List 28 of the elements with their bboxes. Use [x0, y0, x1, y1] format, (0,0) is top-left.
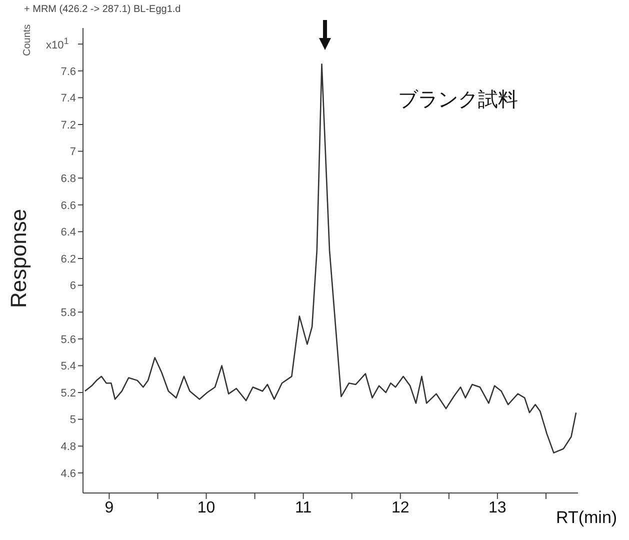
y-tick-label: 6.8 — [60, 172, 76, 185]
y-tick-label: 4.6 — [60, 468, 76, 480]
y-tick-label: 6.6 — [60, 200, 76, 212]
text: Counts — [22, 24, 33, 56]
y-tick-label: 7.2 — [60, 119, 76, 132]
chart-title: + MRM (426.2 -> 287.1) BL-Egg1.d — [24, 4, 181, 15]
x-tick-label: 10 — [197, 499, 216, 516]
y-tick-label: 5.2 — [60, 387, 76, 400]
y-tick-label: 6 — [70, 280, 76, 292]
y-tick-label: 5.8 — [60, 306, 76, 319]
x-axis-title: RT(min) — [556, 508, 618, 528]
y-tick-label: 5 — [70, 414, 76, 426]
line-series — [84, 64, 577, 454]
annotation: ブランク試料 — [398, 88, 518, 113]
y-tick-label: 5.4 — [60, 360, 76, 373]
y-tick-label: 6.4 — [60, 226, 76, 239]
y-tick-label: 6.2 — [60, 253, 76, 266]
y-tick-label: 7 — [70, 146, 76, 158]
y-tick-label: 5.6 — [60, 334, 76, 346]
x-tick-label: 11 — [295, 499, 312, 516]
x-tick-label: 13 — [488, 499, 506, 516]
y-tick-label: 7.4 — [60, 92, 76, 105]
x-tick-label: 12 — [391, 499, 410, 516]
x-tick-label: 9 — [104, 499, 114, 516]
y-axis-title: Response — [6, 208, 32, 308]
y-tick-label: 7.6 — [60, 66, 76, 78]
y-tick-label: 4.8 — [60, 441, 76, 454]
text: x10$^{1}$ — [46, 36, 69, 52]
